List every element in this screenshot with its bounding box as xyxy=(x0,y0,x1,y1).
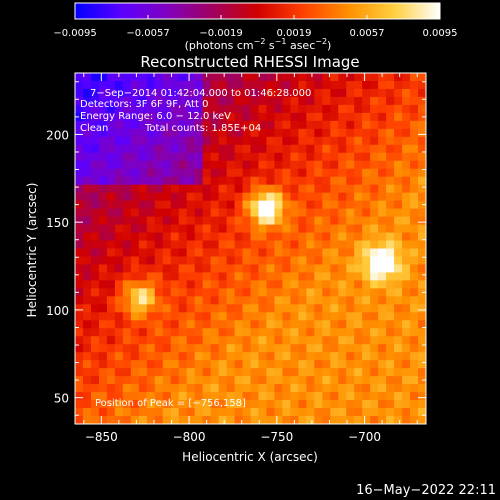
x-axis-label: Heliocentric X (arcsec) xyxy=(182,450,318,464)
clean-annotation: Clean xyxy=(80,123,108,134)
heatmap-image xyxy=(75,73,426,424)
y-tick-label: 150 xyxy=(46,216,69,230)
x-tick-label: −850 xyxy=(85,430,118,444)
peak-position-annotation: Position of Peak = [−756,158] xyxy=(95,398,246,409)
x-tick-labels: −850 −800 −750 −700 xyxy=(85,430,381,444)
footer-timestamp: 16−May−2022 22:11 xyxy=(356,483,496,498)
y-tick-labels: 50 100 150 200 xyxy=(46,128,69,405)
colorbar-tick-label: −0.0095 xyxy=(53,28,96,39)
colorbar-tick-label: 0.0019 xyxy=(277,28,312,39)
total-counts-annotation: Total counts: 1.85E+04 xyxy=(144,123,261,134)
colorbar-tick-label: 0.0057 xyxy=(350,28,385,39)
x-tick-label: −800 xyxy=(173,430,206,444)
detectors-annotation: Detectors: 3F 6F 9F, Att 0 xyxy=(80,99,208,110)
colorbar-tick-label: −0.0057 xyxy=(126,28,169,39)
colorbar-unit-label: (photons cm−2 s−1 asec−2) xyxy=(185,37,332,52)
plot-frame xyxy=(74,72,427,425)
x-tick-label: −700 xyxy=(348,430,381,444)
colorbar-tick-label: −0.0019 xyxy=(199,28,242,39)
energy-annotation: Energy Range: 6.0 − 12.0 keV xyxy=(80,111,231,122)
colorbar xyxy=(74,2,441,20)
axis-ticks xyxy=(75,73,426,424)
time-range-annotation: 7−Sep−2014 01:42:04.000 to 01:46:28.000 xyxy=(90,88,311,99)
y-tick-label: 100 xyxy=(46,304,69,318)
y-axis-label: Heliocentric Y (arcsec) xyxy=(25,183,39,318)
y-tick-label: 50 xyxy=(54,392,69,406)
colorbar-tick-label: 0.0095 xyxy=(423,28,458,39)
colorbar-tick-labels: −0.0095 −0.0057 −0.0019 0.0019 0.0057 0.0095 xyxy=(53,28,457,39)
y-tick-label: 200 xyxy=(46,128,69,142)
colorbar-ticks xyxy=(74,15,441,19)
x-tick-label: −750 xyxy=(260,430,293,444)
chart-title: Reconstructed RHESSI Image xyxy=(140,53,359,71)
